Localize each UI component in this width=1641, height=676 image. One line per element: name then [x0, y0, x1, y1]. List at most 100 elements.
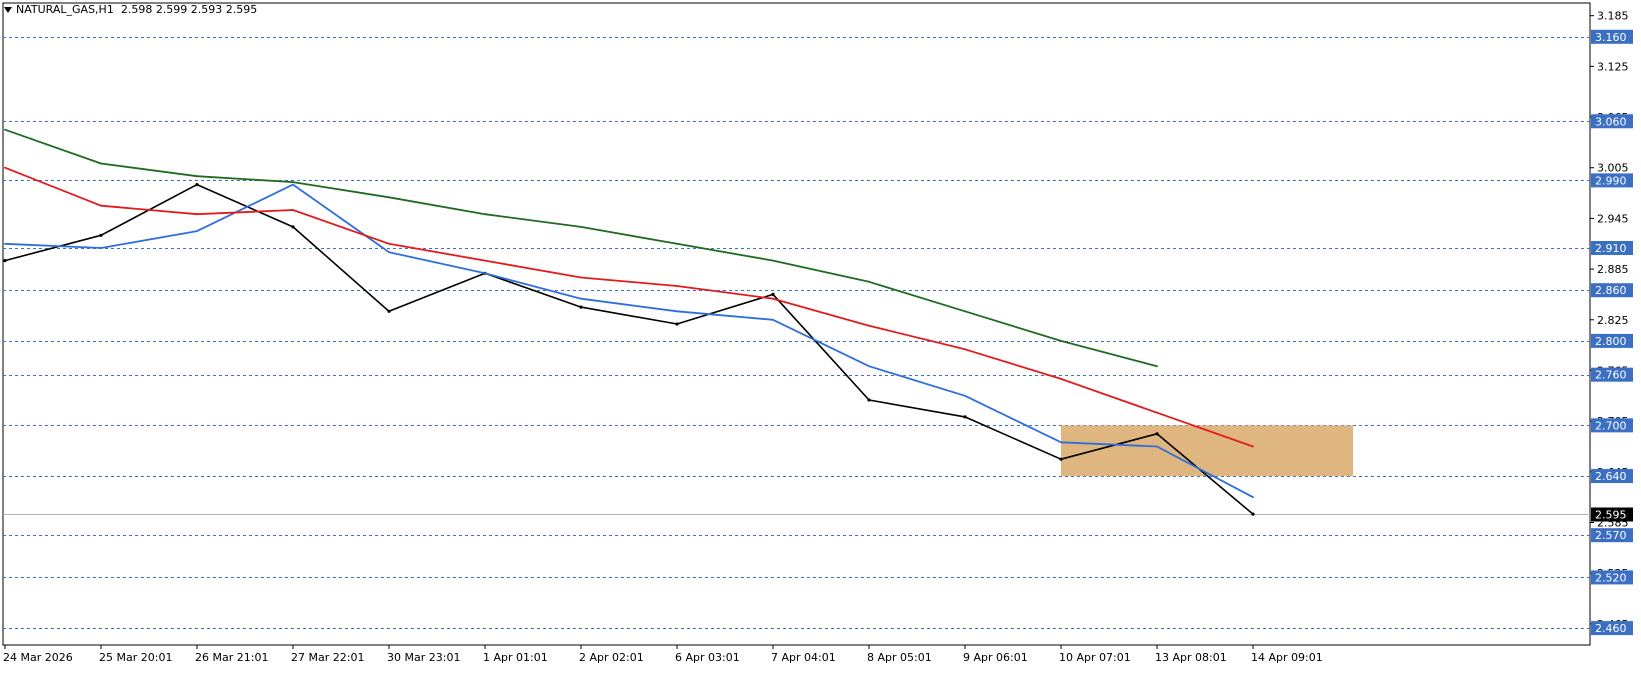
level-tag-label: 2.910 — [1595, 242, 1627, 255]
price-point — [291, 225, 295, 229]
time-tick-label: 10 Apr 07:01 — [1059, 651, 1131, 664]
level-tag — [1591, 528, 1633, 543]
ema-fast-point — [964, 394, 966, 397]
ema-mid-point — [772, 297, 774, 300]
ema-mid-point — [4, 166, 6, 169]
price-tick-label: 3.125 — [1597, 60, 1629, 73]
ema-slow-point — [292, 181, 294, 184]
ema-fast-point — [100, 247, 102, 249]
price-tick-label: 2.825 — [1597, 314, 1629, 327]
price-tick-label: 2.885 — [1597, 263, 1629, 276]
chart-frame — [2, 2, 1591, 646]
symbol-header[interactable]: NATURAL_GAS,H1 2.598 2.599 2.593 2.595 — [4, 3, 257, 16]
level-tag-label: 2.760 — [1595, 369, 1627, 382]
ema-mid-point — [1060, 378, 1062, 380]
level-tag — [1591, 333, 1633, 348]
series-lines — [3, 128, 1255, 516]
ema-slow-point — [772, 259, 774, 262]
time-tick-label: 7 Apr 04:01 — [771, 651, 836, 664]
ema-fast-point — [388, 251, 390, 254]
ema-fast-point — [868, 365, 870, 368]
level-tag-label: 2.990 — [1595, 174, 1627, 187]
level-tag-label: 2.520 — [1595, 571, 1627, 584]
level-tag-label: 2.640 — [1595, 470, 1627, 483]
time-tick-label: 26 Mar 21:01 — [195, 651, 268, 664]
ema-slow-point — [868, 280, 870, 283]
price-point — [387, 309, 391, 313]
ema-mid-point — [1252, 445, 1254, 448]
time-tick-label: 14 Apr 09:01 — [1251, 651, 1323, 664]
ema-fast-point — [292, 183, 294, 186]
time-tick-label: 2 Apr 02:01 — [579, 651, 644, 664]
price-point — [195, 183, 199, 187]
ema-slow-point — [196, 175, 198, 178]
price-tick-label: 3.185 — [1597, 10, 1629, 23]
level-tag-label: 2.800 — [1595, 335, 1627, 348]
time-tick-label: 1 Apr 01:01 — [483, 651, 548, 664]
price-tick-label: 3.005 — [1597, 162, 1629, 175]
price-line — [4, 183, 1254, 515]
price-point — [771, 292, 775, 296]
level-tag-label: 2.860 — [1595, 284, 1627, 297]
ema-fast-point — [772, 318, 774, 321]
level-tag — [1591, 621, 1633, 636]
ema-mid-point — [580, 276, 582, 279]
time-tick-label: 30 Mar 23:01 — [387, 651, 460, 664]
ema-mid-point — [196, 213, 198, 216]
ema-mid-point — [676, 285, 678, 287]
time-tick-label: 24 Mar 2026 — [3, 651, 73, 664]
ohlc-values: 2.598 2.599 2.593 2.595 — [120, 3, 258, 16]
ema-slow-point — [964, 310, 966, 313]
ema-slow-point — [580, 226, 582, 228]
ema-slow-point — [4, 128, 6, 131]
level-tag-label: 3.060 — [1595, 115, 1627, 128]
ema-slow-point — [676, 242, 678, 245]
ema-fast-point — [4, 242, 6, 245]
plot-border — [2, 2, 1591, 646]
price-point — [867, 398, 871, 402]
time-tick-label: 8 Apr 05:01 — [867, 651, 932, 664]
price-point — [579, 305, 583, 309]
ema-mid-point — [292, 209, 294, 211]
ema-fast-line — [4, 183, 1254, 498]
price-point — [675, 322, 679, 326]
zone-rectangle[interactable] — [1061, 425, 1353, 477]
dropdown-triangle-icon[interactable] — [4, 7, 12, 13]
level-tag — [1591, 570, 1633, 585]
time-tick-label: 25 Mar 20:01 — [99, 651, 172, 664]
price-point — [1059, 457, 1063, 461]
ema-mid-point — [964, 348, 966, 351]
ema-slow-point — [1060, 340, 1062, 342]
level-tag — [1591, 367, 1633, 382]
price-tick-label: 2.945 — [1597, 212, 1629, 225]
price-point — [1155, 432, 1159, 436]
level-tag-label: 3.160 — [1595, 31, 1627, 44]
level-tag — [1591, 240, 1633, 255]
ema-slow-point — [100, 162, 102, 165]
level-tag — [1591, 173, 1633, 188]
level-tag — [1591, 283, 1633, 298]
ema-mid-line — [4, 166, 1254, 448]
price-point — [99, 233, 103, 237]
time-tick-label: 6 Apr 03:01 — [675, 651, 740, 664]
ema-fast-point — [196, 230, 198, 233]
ema-mid-point — [100, 204, 102, 207]
horizontal-levels[interactable] — [3, 37, 1590, 629]
price-point — [963, 415, 967, 419]
current-price-label: 2.595 — [1595, 509, 1627, 522]
level-tag-label: 2.570 — [1595, 529, 1627, 542]
level-tag — [1591, 114, 1633, 129]
rectangle-zone[interactable] — [1061, 425, 1353, 477]
time-tick-label: 13 Apr 08:01 — [1155, 651, 1227, 664]
ema-fast-point — [580, 297, 582, 300]
level-tag-label: 2.700 — [1595, 419, 1627, 432]
ema-mid-point — [868, 324, 870, 327]
ema-fast-point — [676, 310, 678, 313]
current-price-tag — [1591, 507, 1633, 522]
level-tags: 3.160 3.060 2.990 2.910 2.860 2.800 2.760 2.700… — [1591, 29, 1633, 636]
ema-slow-line — [4, 128, 1158, 368]
level-tag — [1591, 29, 1633, 44]
time-tick-label: 27 Mar 22:01 — [291, 651, 364, 664]
ema-slow-point — [484, 213, 486, 216]
